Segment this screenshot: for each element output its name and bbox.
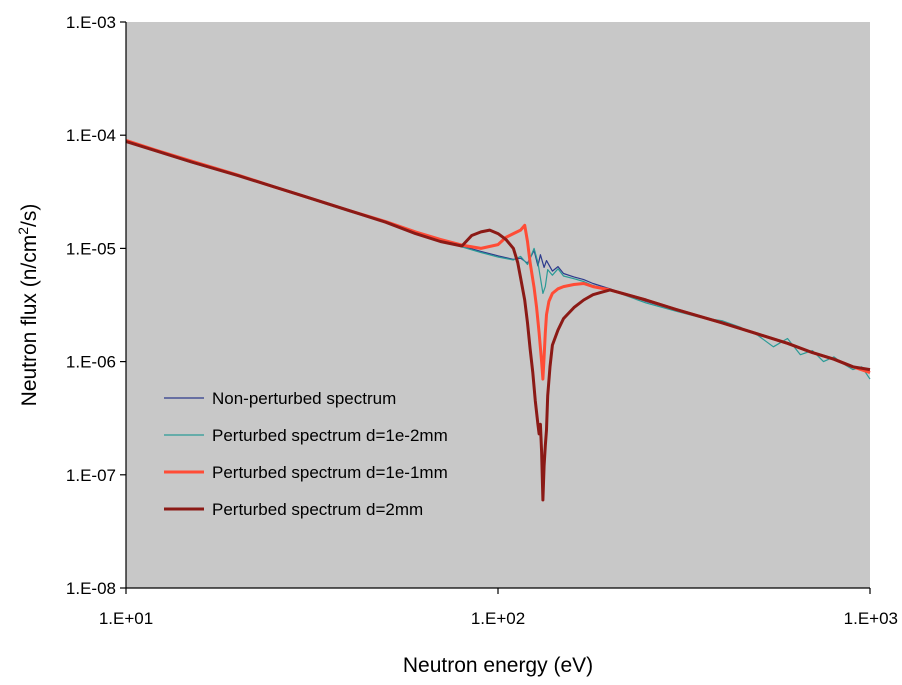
- plot-area: [126, 22, 870, 588]
- y-tick-label: 1.E-04: [66, 126, 116, 145]
- x-axis-title: Neutron energy (eV): [403, 654, 593, 677]
- x-tick-label: 1.E+01: [99, 609, 153, 628]
- tick-labels: 1.E-03 1.E-04 1.E-05 1.E-06 1.E-07 1.E-08 1.E+…: [66, 13, 898, 628]
- y-axis-title-sup: 2: [15, 227, 31, 235]
- x-tick-label: 1.E+03: [844, 609, 898, 628]
- legend-label-2: Perturbed spectrum d=1e-2mm: [212, 426, 448, 445]
- y-tick-label: 1.E-05: [66, 239, 116, 258]
- x-tick-label: 1.E+02: [471, 609, 525, 628]
- y-axis-title-main: Neutron flux (n/cm: [18, 235, 41, 407]
- series-layer: [125, 138, 871, 502]
- series-line-4: [125, 140, 871, 502]
- y-axis-title: Neutron flux (n/cm2/s): [15, 204, 41, 407]
- legend: Non-perturbed spectrum Perturbed spectrum…: [164, 389, 448, 519]
- y-tick-label: 1.E-08: [66, 579, 116, 598]
- y-axis-title-tail: /s): [18, 204, 41, 227]
- legend-label-4: Perturbed spectrum d=2mm: [212, 500, 423, 519]
- legend-label-1: Non-perturbed spectrum: [212, 389, 396, 408]
- legend-label-3: Perturbed spectrum d=1e-1mm: [212, 463, 448, 482]
- y-tick-label: 1.E-06: [66, 353, 116, 372]
- y-tick-label: 1.E-07: [66, 466, 116, 485]
- y-tick-label: 1.E-03: [66, 13, 116, 32]
- axes: [120, 21, 871, 594]
